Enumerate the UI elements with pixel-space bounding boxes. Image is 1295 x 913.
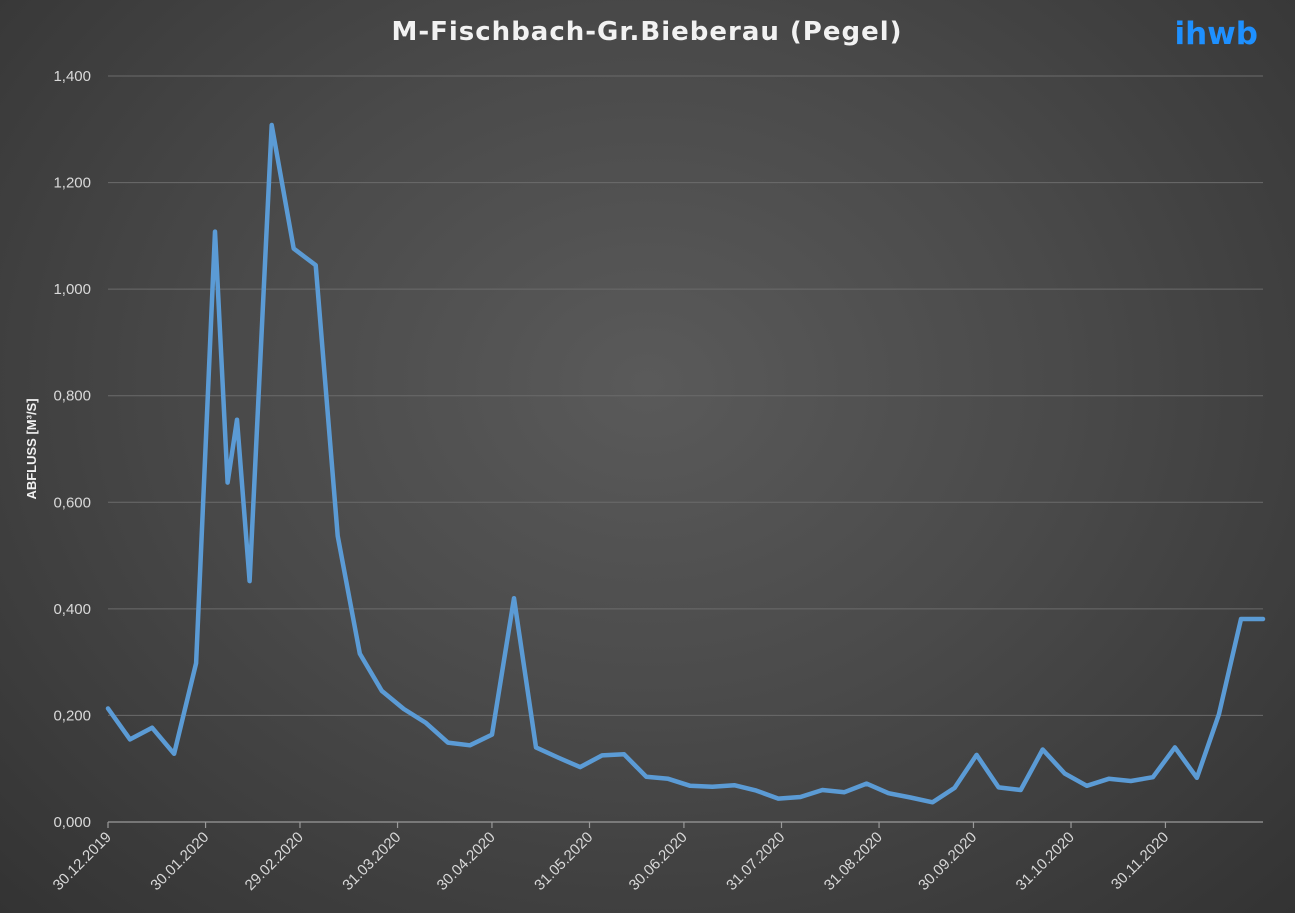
x-tick-label: 30.01.2020: [147, 829, 212, 894]
x-tick-label: 30.09.2020: [915, 829, 980, 894]
x-tick-label: 31.05.2020: [531, 829, 596, 894]
ihwb-logo: ihwb: [1174, 16, 1258, 52]
y-axis-label: ABFLUSS [M³/S]: [24, 398, 39, 499]
y-tick-label: 0,200: [53, 707, 91, 724]
x-tick-label: 31.10.2020: [1013, 829, 1078, 894]
y-tick-label: 0,400: [53, 601, 91, 618]
x-tick-label: 30.12.2019: [50, 829, 115, 894]
y-tick-label: 0,000: [53, 814, 91, 831]
y-axis-ticks: 0,000 0,200 0,400 0,600 0,800 1,000 1,200 1,400: [53, 68, 91, 831]
y-tick-label: 0,800: [53, 388, 91, 405]
y-tick-label: 1,000: [53, 281, 91, 298]
x-tick-label: 29.02.2020: [242, 829, 307, 894]
plot-area: [105, 122, 1266, 805]
x-tick-label: 30.04.2020: [434, 829, 499, 894]
x-tick-label: 31.03.2020: [339, 829, 404, 894]
x-axis-ticks: 30.12.2019 30.01.2020 29.02.2020 31.03.2020…: [50, 822, 1172, 894]
chart-title: M-Fischbach-Gr.Bieberau (Pegel): [391, 17, 902, 47]
x-tick-label: 30.06.2020: [626, 829, 691, 894]
x-tick-label: 31.08.2020: [821, 829, 886, 894]
series-line: [105, 122, 1266, 805]
y-tick-label: 1,200: [53, 175, 91, 192]
x-tick-label: 31.07.2020: [723, 829, 788, 894]
y-tick-label: 0,600: [53, 494, 91, 511]
y-tick-label: 1,400: [53, 68, 91, 85]
gridlines: [108, 75, 1263, 716]
x-tick-label: 30.11.2020: [1108, 829, 1172, 893]
